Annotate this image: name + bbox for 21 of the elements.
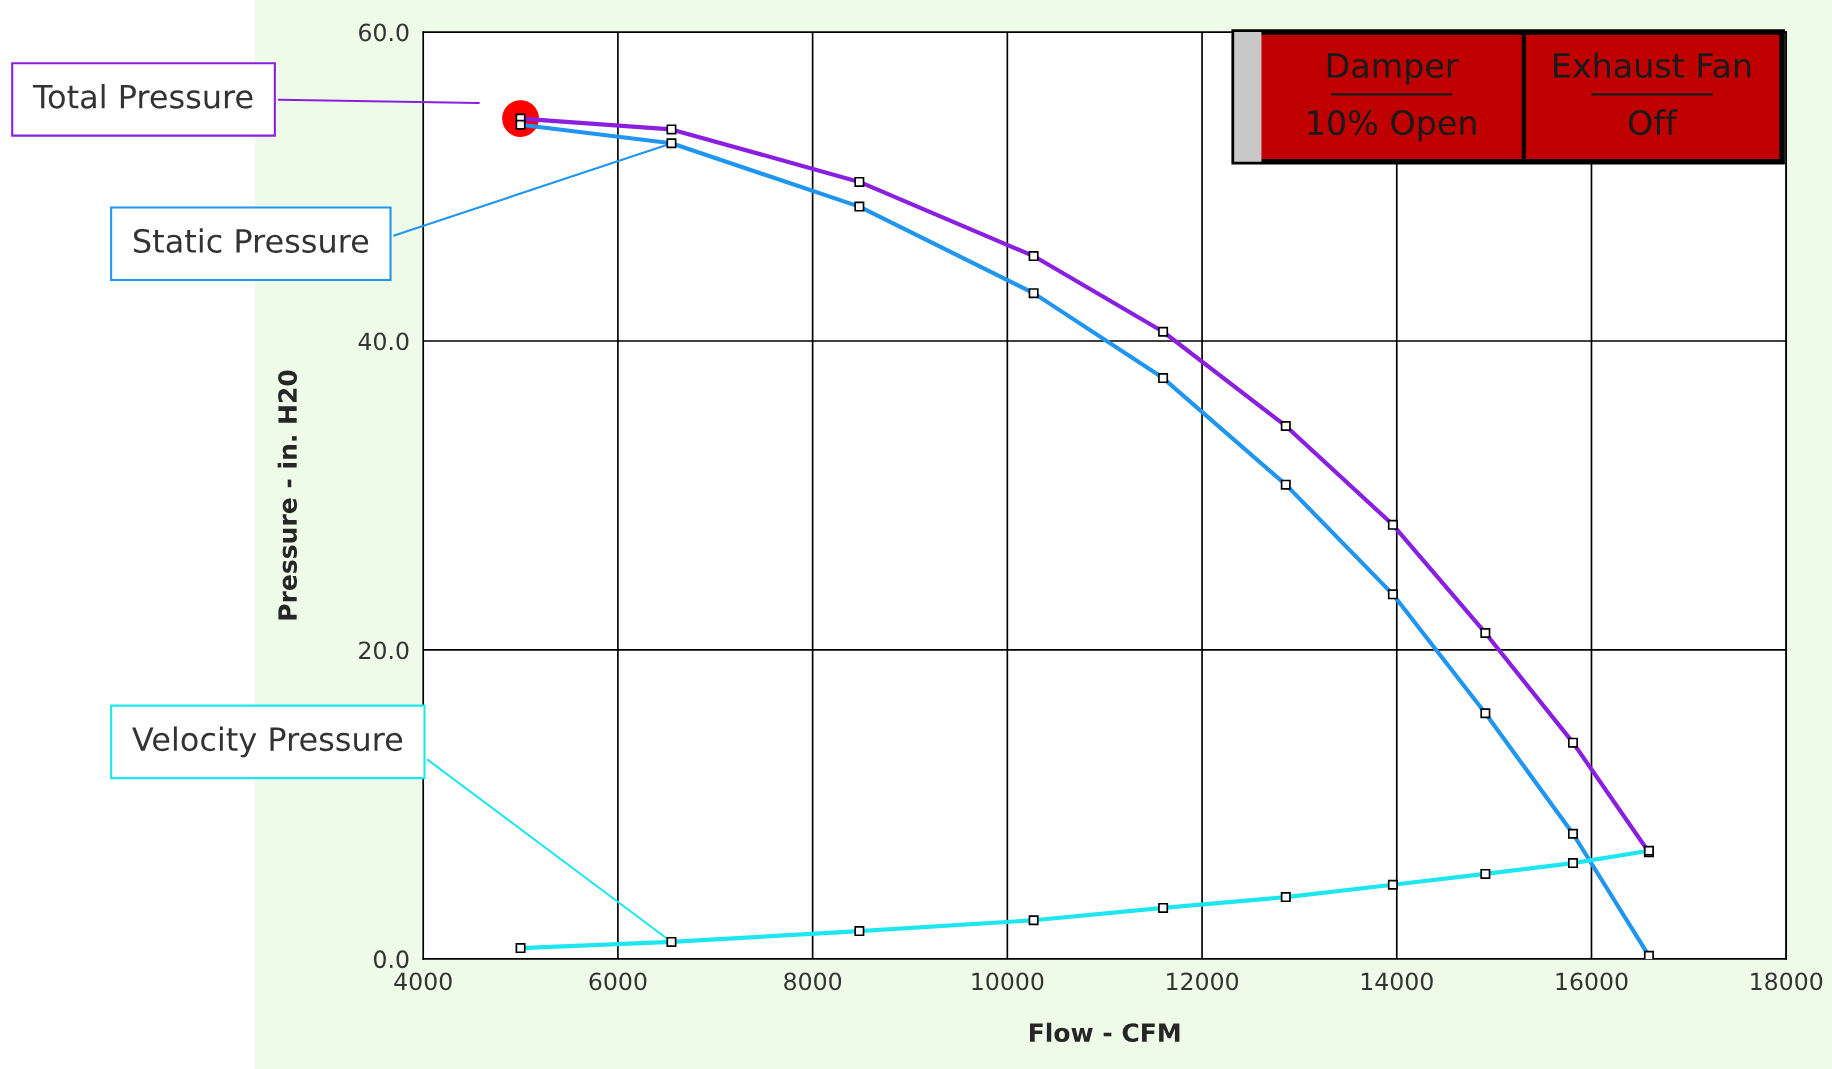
x-tick-label: 10000 bbox=[972, 972, 1044, 991]
annotation: Damper bbox=[1327, 53, 1459, 85]
y-tick-label: 60.0 bbox=[359, 23, 409, 42]
x-tick-label: 18000 bbox=[1751, 972, 1823, 991]
y-tick-label: 0.0 bbox=[374, 950, 409, 969]
annotation: Off bbox=[1628, 109, 1678, 136]
annotation: 10% Open bbox=[1308, 109, 1476, 142]
y-tick-label: 40.0 bbox=[358, 332, 409, 351]
text: Static Pressure bbox=[134, 228, 369, 253]
text: Total Pressure bbox=[32, 83, 253, 109]
x-tick-label: 8000 bbox=[784, 972, 842, 991]
y-tick-label: 20.0 bbox=[359, 641, 409, 660]
x-tick-label: 6000 bbox=[589, 972, 647, 991]
annotation: Exhaust Fan bbox=[1554, 52, 1751, 79]
x-tick-label: 4000 bbox=[394, 972, 452, 991]
x-tick-label: 12000 bbox=[1167, 972, 1239, 991]
x-axis-title: Flow - CFM bbox=[1029, 1022, 1180, 1043]
y-axis-title: Pressure - in. H20 bbox=[277, 370, 298, 620]
text: Velocity Pressure bbox=[132, 726, 403, 758]
x-tick-label: 14000 bbox=[1361, 972, 1433, 991]
x-tick-label: 16000 bbox=[1556, 972, 1628, 991]
